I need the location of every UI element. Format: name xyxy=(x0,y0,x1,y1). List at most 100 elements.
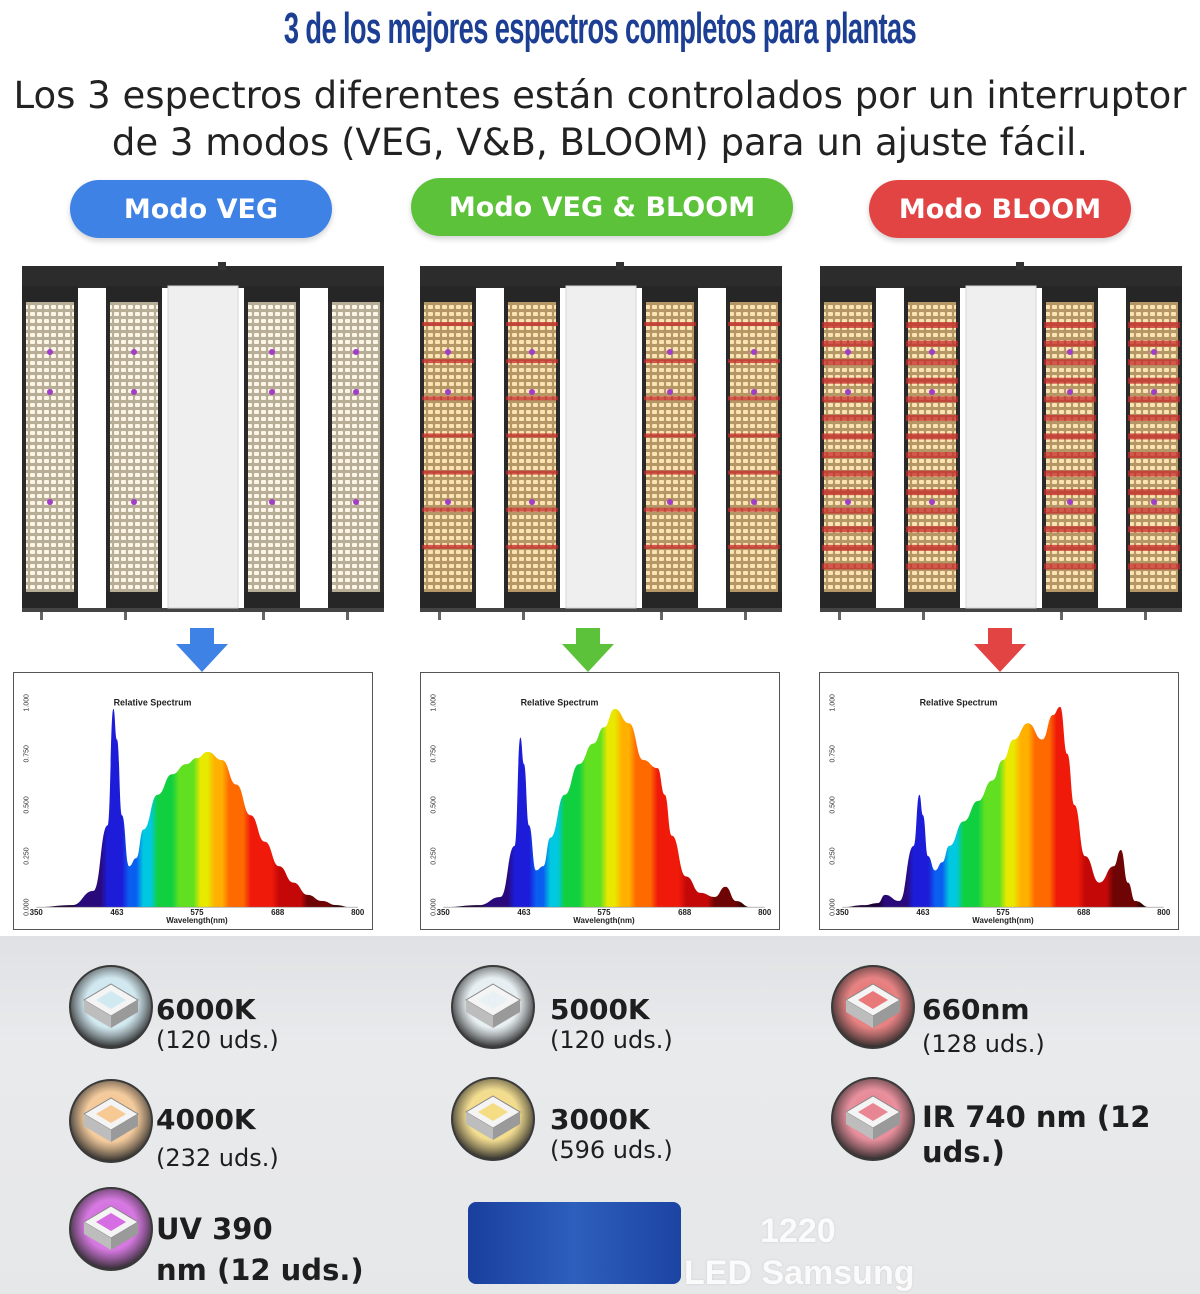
led-brand-label: LED Samsung xyxy=(684,1254,915,1292)
daylight-led-chip-icon xyxy=(451,965,535,1049)
mode-veg-bloom-pill: Modo VEG & BLOOM xyxy=(411,178,793,236)
arrow-down-icon xyxy=(176,628,228,672)
led-strip xyxy=(504,286,560,620)
red-660nm-led-chip-icon xyxy=(831,965,915,1049)
x-tick-label: 800 xyxy=(758,908,772,917)
spectrum-area xyxy=(842,706,1164,908)
led-4000k-value: 4000K xyxy=(156,1103,256,1136)
led-uv-value: UV 390 xyxy=(156,1212,273,1246)
led-ir-label: IR 740 nm (12 uds.) xyxy=(922,1100,1150,1170)
fixture-center-panel xyxy=(565,285,637,609)
led-strip xyxy=(820,286,876,620)
led-5000k-value: 5000K xyxy=(550,993,650,1026)
x-tick-label: 688 xyxy=(678,908,692,917)
led-660nm-label: 660nm (128 uds.) xyxy=(922,993,1045,1059)
led-strip xyxy=(244,286,300,620)
fixture-center-panel xyxy=(167,285,239,609)
x-tick-label: 463 xyxy=(110,908,124,917)
y-tick-label: 0.000 xyxy=(23,898,30,916)
led-6000k-value: 6000K xyxy=(156,993,256,1026)
x-tick-label: 688 xyxy=(271,908,285,917)
spectrum-area xyxy=(36,708,358,908)
led-660nm-value: 660nm xyxy=(922,993,1030,1026)
y-tick-label: 0.750 xyxy=(23,745,30,763)
chart-title: Relative Spectrum xyxy=(521,698,599,708)
chart-title: Relative Spectrum xyxy=(114,698,192,708)
x-axis-label: Wavelength(nm) xyxy=(166,916,228,925)
y-tick-label: 0.000 xyxy=(829,898,836,916)
x-tick-label: 350 xyxy=(30,908,44,917)
subtitle-line-2: de 3 modos (VEG, V&B, BLOOM) para un aju… xyxy=(111,121,1089,164)
led-strip xyxy=(420,286,476,620)
x-tick-label: 575 xyxy=(190,908,204,917)
blue-banner-block xyxy=(468,1202,681,1284)
bloom-spectrum-chart: Relative Spectrum 350 463 575 688 800 Waveleng… xyxy=(819,672,1179,930)
warm-white-led-chip-icon xyxy=(451,1077,535,1161)
fixture-center-panel xyxy=(965,285,1037,609)
led-3000k-value: 3000K xyxy=(550,1103,650,1136)
led-4000k-label: 4000K (232 uds.) xyxy=(156,1103,279,1173)
page-subtitle: Los 3 espectros diferentes están control… xyxy=(0,72,1200,166)
page-title: 3 de los mejores espectros completos par… xyxy=(283,4,917,53)
fixture-top-bar xyxy=(22,266,384,288)
x-tick-label: 575 xyxy=(996,908,1010,917)
cool-white-led-chip-icon xyxy=(69,965,153,1049)
led-5000k-count: (120 uds.) xyxy=(550,1026,673,1054)
y-tick-label: 0.250 xyxy=(430,847,437,865)
arrow-down-icon xyxy=(974,628,1026,672)
x-tick-label: 463 xyxy=(916,908,930,917)
led-ir-count: uds.) xyxy=(922,1135,1005,1169)
fixture-top-bar xyxy=(820,266,1182,288)
led-strip xyxy=(904,286,960,620)
y-tick-label: 0.500 xyxy=(430,796,437,814)
y-tick-label: 0.750 xyxy=(430,745,437,763)
led-4000k-count: (232 uds.) xyxy=(156,1144,279,1172)
subtitle-line-1: Los 3 espectros diferentes están control… xyxy=(13,74,1187,117)
mode-veg-pill: Modo VEG xyxy=(70,180,332,238)
x-tick-label: 800 xyxy=(1157,908,1171,917)
led-3000k-count: (596 uds.) xyxy=(550,1136,673,1164)
x-tick-label: 688 xyxy=(1077,908,1091,917)
y-tick-label: 0.250 xyxy=(23,847,30,865)
y-tick-label: 0.750 xyxy=(829,745,836,763)
led-5000k-label: 5000K (120 uds.) xyxy=(550,993,673,1055)
x-tick-label: 575 xyxy=(597,908,611,917)
led-strip xyxy=(726,286,782,620)
led-strip xyxy=(1042,286,1098,620)
x-tick-label: 350 xyxy=(437,908,451,917)
y-tick-label: 0.500 xyxy=(829,796,836,814)
veg-bloom-spectrum-chart: Relative Spectrum 350 463 575 688 800 Waveleng… xyxy=(420,672,780,930)
veg-bloom-mode-light-fixture xyxy=(420,262,782,620)
y-tick-label: 1.000 xyxy=(829,694,836,712)
mode-bloom-pill: Modo BLOOM xyxy=(869,180,1131,238)
x-axis-label: Wavelength(nm) xyxy=(972,916,1034,925)
veg-spectrum-chart: Relative Spectrum 350 463 575 688 800 Waveleng… xyxy=(13,672,373,930)
led-uv-count: nm (12 uds.) xyxy=(156,1253,364,1287)
y-tick-label: 1.000 xyxy=(430,694,437,712)
veg-mode-light-fixture xyxy=(22,262,384,620)
led-ir-value: IR 740 nm (12 xyxy=(922,1100,1151,1134)
led-3000k-label: 3000K (596 uds.) xyxy=(550,1103,673,1165)
ir-740nm-led-chip-icon xyxy=(831,1077,915,1161)
arrow-down-icon xyxy=(562,628,614,672)
uv-led-chip-icon xyxy=(69,1187,153,1271)
led-strip xyxy=(1126,286,1182,620)
y-tick-label: 0.000 xyxy=(430,898,437,916)
x-tick-label: 463 xyxy=(517,908,531,917)
led-6000k-count: (120 uds.) xyxy=(156,1026,279,1054)
led-strip xyxy=(106,286,162,620)
chart-title: Relative Spectrum xyxy=(920,698,998,708)
led-strip xyxy=(328,286,384,620)
x-tick-label: 800 xyxy=(351,908,365,917)
neutral-white-led-chip-icon xyxy=(69,1079,153,1163)
led-660nm-count: (128 uds.) xyxy=(922,1030,1045,1058)
led-strip xyxy=(22,286,78,620)
led-strip xyxy=(642,286,698,620)
y-tick-label: 1.000 xyxy=(23,694,30,712)
y-tick-label: 0.250 xyxy=(829,847,836,865)
x-tick-label: 350 xyxy=(836,908,850,917)
x-axis-label: Wavelength(nm) xyxy=(573,916,635,925)
y-tick-label: 0.500 xyxy=(23,796,30,814)
led-uv-label: UV 390 nm (12 uds.) xyxy=(156,1212,364,1288)
spectrum-area xyxy=(443,708,765,908)
